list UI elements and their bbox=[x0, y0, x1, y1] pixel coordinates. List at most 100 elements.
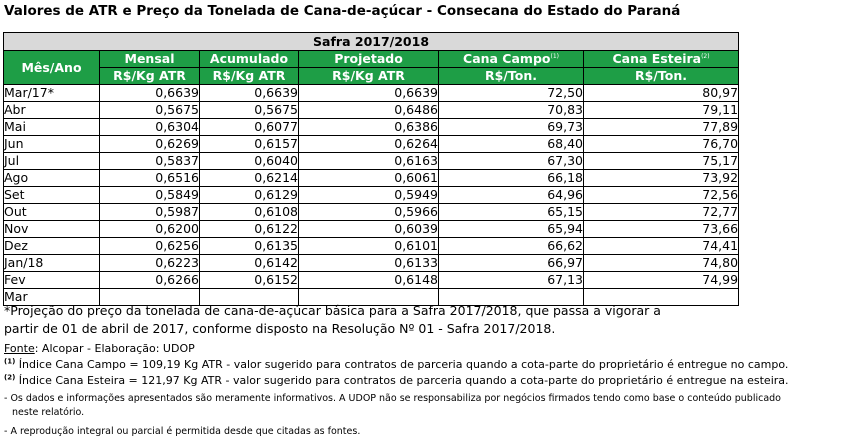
month-cell: Jul bbox=[3, 152, 100, 170]
table-row: Mai 0,6304 0,6077 0,6386 69,73 77,89 bbox=[3, 118, 740, 136]
disclaimer-line1b: neste relatório. bbox=[12, 407, 85, 418]
table-row: Out 0,5987 0,6108 0,5966 65,15 72,77 bbox=[3, 203, 740, 221]
acumulado-cell: 0,5675 bbox=[199, 101, 299, 119]
mensal-cell: 0,6639 bbox=[99, 84, 200, 102]
cana-esteira-header: Cana Esteira(2) bbox=[582, 50, 740, 68]
cana-campo-cell: 67,13 bbox=[438, 271, 584, 289]
projetado-cell: 0,6133 bbox=[298, 254, 439, 272]
mensal-cell: 0,6516 bbox=[99, 169, 200, 187]
cana-esteira-cell: 77,89 bbox=[582, 118, 740, 136]
indice-campo-note: (1) Índice Cana Campo = 109,19 Kg ATR - … bbox=[4, 357, 788, 372]
cana-campo-header: Cana Campo(1) bbox=[438, 50, 584, 68]
cana-campo-label: Cana Campo bbox=[463, 51, 551, 66]
cana-campo-cell: 66,18 bbox=[438, 169, 584, 187]
cana-esteira-label: Cana Esteira bbox=[612, 51, 702, 66]
projetado-cell: 0,6639 bbox=[298, 84, 439, 102]
cana-esteira-cell: 74,80 bbox=[582, 254, 740, 272]
cana-esteira-cell: 73,66 bbox=[582, 220, 740, 238]
acumulado-cell: 0,6077 bbox=[199, 118, 299, 136]
projetado-cell: 0,5966 bbox=[298, 203, 439, 221]
mensal-cell: 0,6269 bbox=[99, 135, 200, 153]
acumulado-header: Acumulado bbox=[199, 50, 299, 68]
table-row: Jun 0,6269 0,6157 0,6264 68,40 76,70 bbox=[3, 135, 740, 153]
cana-esteira-cell: 73,92 bbox=[582, 169, 740, 187]
projetado-cell: 0,6264 bbox=[298, 135, 439, 153]
cana-esteira-cell: 74,41 bbox=[582, 237, 740, 255]
footnote-mark-1: (1) bbox=[4, 357, 16, 366]
month-cell: Nov bbox=[3, 220, 100, 238]
acumulado-cell: 0,6214 bbox=[199, 169, 299, 187]
projection-note-line1: *Projeção do preço da tonelada de cana-d… bbox=[4, 303, 661, 318]
table-row: Abr 0,5675 0,5675 0,6486 70,83 79,11 bbox=[3, 101, 740, 119]
cana-esteira-cell: 80,97 bbox=[582, 84, 740, 102]
page-title: Valores de ATR e Preço da Tonelada de Ca… bbox=[4, 3, 681, 19]
mensal-header: Mensal bbox=[99, 50, 200, 68]
table-row: Nov 0,6200 0,6122 0,6039 65,94 73,66 bbox=[3, 220, 740, 238]
cana-campo-cell: 65,15 bbox=[438, 203, 584, 221]
projetado-unit: R$/Kg ATR bbox=[298, 67, 439, 85]
projetado-cell: 0,6039 bbox=[298, 220, 439, 238]
footnote-mark-2: (2) bbox=[4, 373, 16, 382]
cana-esteira-unit: R$/Ton. bbox=[582, 67, 740, 85]
indice-esteira-text: Índice Cana Esteira = 121,97 Kg ATR - va… bbox=[15, 374, 789, 387]
month-cell: Mar/17* bbox=[3, 84, 100, 102]
acumulado-cell: 0,6135 bbox=[199, 237, 299, 255]
column-header-row: Mês/Ano Mensal Acumulado Projetado Cana … bbox=[3, 50, 740, 85]
cana-campo-cell: 64,96 bbox=[438, 186, 584, 204]
cana-campo-cell: 69,73 bbox=[438, 118, 584, 136]
cana-campo-cell: 66,62 bbox=[438, 237, 584, 255]
projetado-cell: 0,5949 bbox=[298, 186, 439, 204]
cana-campo-cell: 70,83 bbox=[438, 101, 584, 119]
projetado-cell: 0,6386 bbox=[298, 118, 439, 136]
acumulado-cell: 0,6122 bbox=[199, 220, 299, 238]
cana-esteira-cell: 76,70 bbox=[582, 135, 740, 153]
projetado-cell: 0,6163 bbox=[298, 152, 439, 170]
mensal-cell: 0,6200 bbox=[99, 220, 200, 238]
source-line: Fonte: Alcopar - Elaboração: UDOP bbox=[4, 341, 195, 356]
unit-header-row: R$/Kg ATR R$/Kg ATR R$/Kg ATR R$/Ton. R$… bbox=[4, 67, 740, 85]
cana-esteira-cell: 75,17 bbox=[582, 152, 740, 170]
cana-esteira-cell bbox=[582, 288, 740, 306]
disclaimer-line1: - Os dados e informações apresentados sã… bbox=[4, 393, 781, 404]
cana-esteira-footnote-mark: (2) bbox=[701, 52, 710, 60]
projetado-cell: 0,6101 bbox=[298, 237, 439, 255]
cana-campo-cell: 67,30 bbox=[438, 152, 584, 170]
mensal-cell: 0,5837 bbox=[99, 152, 200, 170]
month-cell: Out bbox=[3, 203, 100, 221]
cana-esteira-cell: 72,77 bbox=[582, 203, 740, 221]
mensal-cell: 0,5987 bbox=[99, 203, 200, 221]
table-row: Set 0,5849 0,6129 0,5949 64,96 72,56 bbox=[3, 186, 740, 204]
projetado-header: Projetado bbox=[298, 50, 439, 68]
acumulado-cell: 0,6152 bbox=[199, 271, 299, 289]
cana-campo-footnote-mark: (1) bbox=[550, 52, 559, 60]
table-row: Ago 0,6516 0,6214 0,6061 66,18 73,92 bbox=[3, 169, 740, 187]
disclaimer-line2: - A reprodução integral ou parcial é per… bbox=[4, 426, 361, 437]
projetado-cell: 0,6061 bbox=[298, 169, 439, 187]
projetado-cell: 0,6486 bbox=[298, 101, 439, 119]
projection-note-line2: partir de 01 de abril de 2017, conforme … bbox=[4, 321, 556, 336]
table-row: Dez 0,6256 0,6135 0,6101 66,62 74,41 bbox=[3, 237, 740, 255]
mensal-cell: 0,6223 bbox=[99, 254, 200, 272]
cana-esteira-cell: 72,56 bbox=[582, 186, 740, 204]
table-row: Jan/18 0,6223 0,6142 0,6133 66,97 74,80 bbox=[3, 254, 740, 272]
month-cell: Set bbox=[3, 186, 100, 204]
safra-header-row: Safra 2017/2018 bbox=[2, 32, 740, 51]
source-text: : Alcopar - Elaboração: UDOP bbox=[34, 342, 195, 355]
month-cell: Fev bbox=[3, 271, 100, 289]
month-cell: Dez bbox=[3, 237, 100, 255]
acumulado-cell: 0,6129 bbox=[199, 186, 299, 204]
month-cell: Mai bbox=[3, 118, 100, 136]
month-cell: Mar bbox=[3, 288, 100, 306]
mensal-cell: 0,6304 bbox=[99, 118, 200, 136]
acumulado-cell: 0,6040 bbox=[199, 152, 299, 170]
indice-campo-text: Índice Cana Campo = 109,19 Kg ATR - valo… bbox=[15, 358, 789, 371]
projetado-cell: 0,6148 bbox=[298, 271, 439, 289]
mensal-cell: 0,6256 bbox=[99, 237, 200, 255]
cana-campo-unit: R$/Ton. bbox=[438, 67, 584, 85]
table-row: Mar bbox=[3, 288, 740, 306]
indice-esteira-note: (2) Índice Cana Esteira = 121,97 Kg ATR … bbox=[4, 373, 789, 388]
source-label: Fonte bbox=[4, 342, 35, 355]
table-row: Fev 0,6266 0,6152 0,6148 67,13 74,99 bbox=[3, 271, 740, 289]
month-cell: Ago bbox=[3, 169, 100, 187]
atr-price-table: Safra 2017/2018 Mês/Ano Mensal Acumulado… bbox=[2, 32, 740, 306]
